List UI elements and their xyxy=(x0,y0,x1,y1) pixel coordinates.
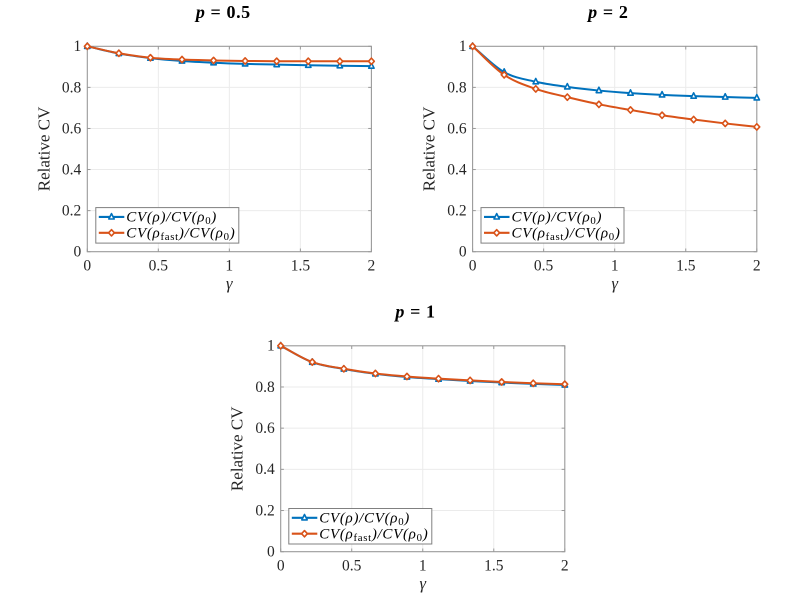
svg-text:0: 0 xyxy=(74,244,82,261)
svg-text:Relative CV: Relative CV xyxy=(34,106,53,191)
svg-text:1.5: 1.5 xyxy=(676,258,696,275)
svg-text:1.5: 1.5 xyxy=(484,558,504,575)
svg-text:0.5: 0.5 xyxy=(149,258,169,275)
svg-text:2: 2 xyxy=(368,258,376,275)
svg-text:0.4: 0.4 xyxy=(62,161,82,178)
svg-text:γ: γ xyxy=(611,274,618,293)
svg-text:CV(ρ)/CV(ρ0): CV(ρ)/CV(ρ0) xyxy=(126,210,217,228)
svg-text:p = 0.5: p = 0.5 xyxy=(194,2,251,22)
svg-text:0: 0 xyxy=(277,558,285,575)
svg-text:0.2: 0.2 xyxy=(447,203,466,220)
svg-text:2: 2 xyxy=(753,258,761,275)
svg-text:CV(ρ)/CV(ρ0): CV(ρ)/CV(ρ0) xyxy=(319,510,410,528)
svg-text:CV(ρfast)/CV(ρ0): CV(ρfast)/CV(ρ0) xyxy=(319,526,428,544)
svg-text:1: 1 xyxy=(74,38,82,55)
svg-text:0.4: 0.4 xyxy=(447,161,467,178)
svg-text:2: 2 xyxy=(561,558,569,575)
svg-text:p = 1: p = 1 xyxy=(393,301,435,321)
svg-text:γ: γ xyxy=(226,274,233,293)
svg-text:0.2: 0.2 xyxy=(255,502,274,519)
svg-text:1: 1 xyxy=(611,258,619,275)
svg-text:CV(ρfast)/CV(ρ0): CV(ρfast)/CV(ρ0) xyxy=(512,225,621,243)
svg-text:0: 0 xyxy=(469,258,477,275)
svg-text:0: 0 xyxy=(459,244,467,261)
svg-text:CV(ρ)/CV(ρ0): CV(ρ)/CV(ρ0) xyxy=(512,210,603,228)
svg-text:0.6: 0.6 xyxy=(447,120,467,137)
svg-text:1: 1 xyxy=(459,38,467,55)
svg-text:CV(ρfast)/CV(ρ0): CV(ρfast)/CV(ρ0) xyxy=(126,225,235,243)
svg-text:1.5: 1.5 xyxy=(291,258,311,275)
svg-text:0.6: 0.6 xyxy=(62,120,82,137)
svg-text:0.8: 0.8 xyxy=(447,79,467,96)
svg-text:0.5: 0.5 xyxy=(342,558,362,575)
svg-text:0.2: 0.2 xyxy=(62,203,81,220)
svg-text:0.8: 0.8 xyxy=(255,379,275,396)
svg-text:Relative CV: Relative CV xyxy=(420,106,439,191)
svg-text:1: 1 xyxy=(419,558,427,575)
svg-text:0: 0 xyxy=(83,258,91,275)
svg-text:0.4: 0.4 xyxy=(255,461,275,478)
svg-text:p = 2: p = 2 xyxy=(586,2,628,22)
svg-text:0.8: 0.8 xyxy=(62,79,82,96)
svg-text:0.6: 0.6 xyxy=(255,420,275,437)
svg-text:1: 1 xyxy=(225,258,233,275)
svg-text:Relative CV: Relative CV xyxy=(228,406,247,491)
svg-text:γ: γ xyxy=(420,574,427,593)
svg-text:0: 0 xyxy=(267,544,275,561)
svg-text:1: 1 xyxy=(267,338,275,355)
svg-text:0.5: 0.5 xyxy=(534,258,554,275)
